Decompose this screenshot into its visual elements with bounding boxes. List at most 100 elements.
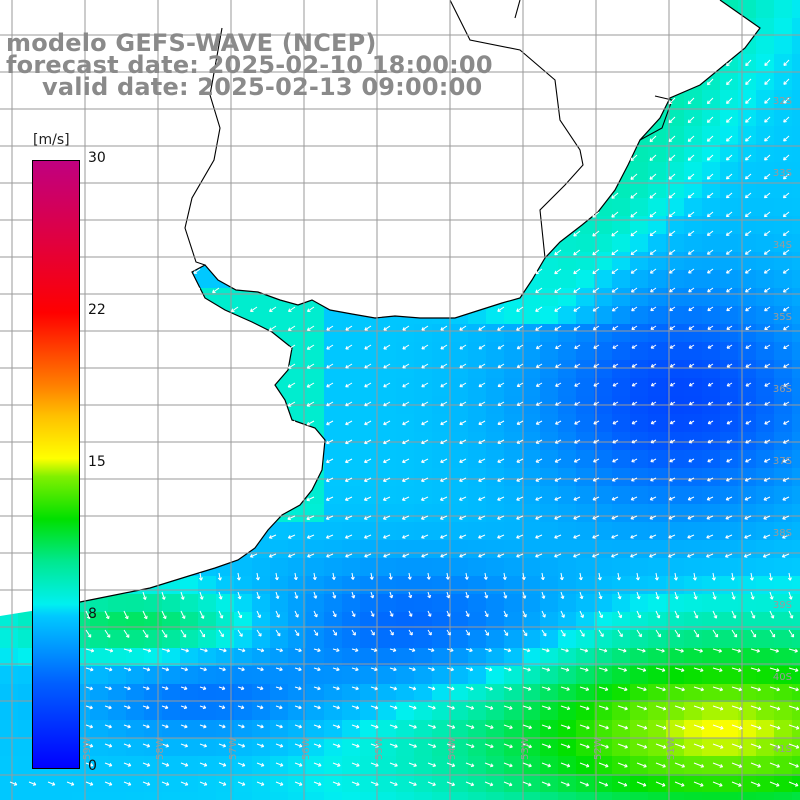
wind-arrow [611, 287, 619, 293]
field-cell [486, 522, 504, 540]
field-cell [720, 486, 738, 504]
wind-arrow [655, 743, 667, 749]
wind-arrow [649, 135, 657, 143]
wind-arrow [631, 325, 638, 330]
wind-arrow [593, 420, 600, 425]
field-cell [306, 522, 324, 540]
wind-arrow [592, 211, 600, 218]
wind-arrow [351, 762, 360, 767]
field-cell [774, 270, 792, 288]
wind-arrow [650, 344, 657, 349]
field-cell [558, 630, 576, 648]
field-cell [720, 720, 738, 738]
field-cell [774, 126, 792, 144]
wind-arrow [388, 572, 393, 580]
field-cell [198, 792, 216, 800]
field-cell [504, 702, 522, 720]
field-cell [720, 198, 738, 216]
wind-arrow [725, 230, 733, 236]
field-cell [486, 774, 504, 792]
wind-arrow [497, 325, 505, 331]
field-cell [90, 738, 108, 756]
wind-arrow [516, 439, 524, 444]
field-cell [558, 414, 576, 432]
wind-arrow [750, 610, 756, 619]
field-cell [558, 468, 576, 486]
field-cell [252, 306, 270, 324]
wind-arrow [769, 591, 774, 600]
wind-arrow [688, 477, 695, 482]
wind-arrow [478, 325, 486, 331]
field-cell [756, 648, 774, 666]
field-cell [234, 648, 252, 666]
field-cell [324, 702, 342, 720]
field-cell [342, 720, 360, 738]
field-cell [648, 450, 666, 468]
field-cell [648, 684, 666, 702]
wind-arrow [631, 363, 638, 368]
field-cell [612, 684, 630, 702]
wind-arrow [332, 667, 340, 672]
wind-arrow [592, 534, 600, 539]
wind-arrow [484, 667, 493, 672]
field-cell [540, 270, 558, 288]
field-cell [324, 360, 342, 378]
field-cell [756, 36, 774, 54]
wind-arrow [769, 781, 780, 787]
wind-arrow [294, 724, 303, 729]
field-cell [396, 342, 414, 360]
wind-arrow [630, 230, 638, 237]
field-cell [36, 792, 54, 800]
wind-arrow [275, 762, 284, 767]
field-cell [450, 684, 468, 702]
field-cell [774, 18, 792, 36]
field-cell [396, 774, 414, 792]
field-cell [792, 162, 800, 180]
wind-arrow [750, 743, 762, 749]
field-cell [738, 108, 756, 126]
wind-arrow [478, 420, 486, 426]
wind-arrow [788, 591, 793, 600]
wind-arrow [421, 515, 429, 520]
wind-arrow [294, 591, 299, 599]
field-cell [738, 702, 756, 720]
field-cell [774, 234, 792, 252]
wind-arrow [483, 572, 488, 580]
field-cell [720, 702, 738, 720]
wind-arrow [668, 116, 676, 124]
wind-arrow [364, 439, 372, 445]
wind-arrow [161, 781, 170, 786]
field-cell [666, 270, 684, 288]
wind-arrow [592, 230, 600, 237]
wind-arrow [237, 648, 246, 653]
field-cell [18, 774, 36, 792]
field-cell [486, 792, 504, 800]
wind-arrow [649, 496, 657, 501]
field-cell [594, 594, 612, 612]
field-cell [684, 648, 702, 666]
field-cell [378, 378, 396, 396]
field-cell [756, 594, 774, 612]
wind-arrow [535, 382, 543, 387]
field-cell [594, 270, 612, 288]
field-cell [180, 648, 198, 666]
field-cell [702, 126, 720, 144]
wind-arrow [655, 591, 660, 600]
wind-arrow [669, 306, 676, 312]
field-cell [504, 612, 522, 630]
wind-arrow [313, 648, 321, 653]
field-cell [684, 324, 702, 342]
wind-arrow [306, 363, 315, 369]
wind-arrow [440, 458, 448, 464]
field-cell [792, 72, 800, 90]
field-cell [396, 684, 414, 702]
field-cell [108, 666, 126, 684]
wind-arrow [446, 762, 456, 768]
field-cell [396, 612, 414, 630]
wind-arrow [707, 268, 714, 274]
field-cell [558, 360, 576, 378]
latitude-label: 36S [773, 384, 792, 395]
wind-arrow [535, 306, 543, 312]
wind-arrow [516, 534, 524, 539]
wind-arrow [237, 667, 245, 672]
